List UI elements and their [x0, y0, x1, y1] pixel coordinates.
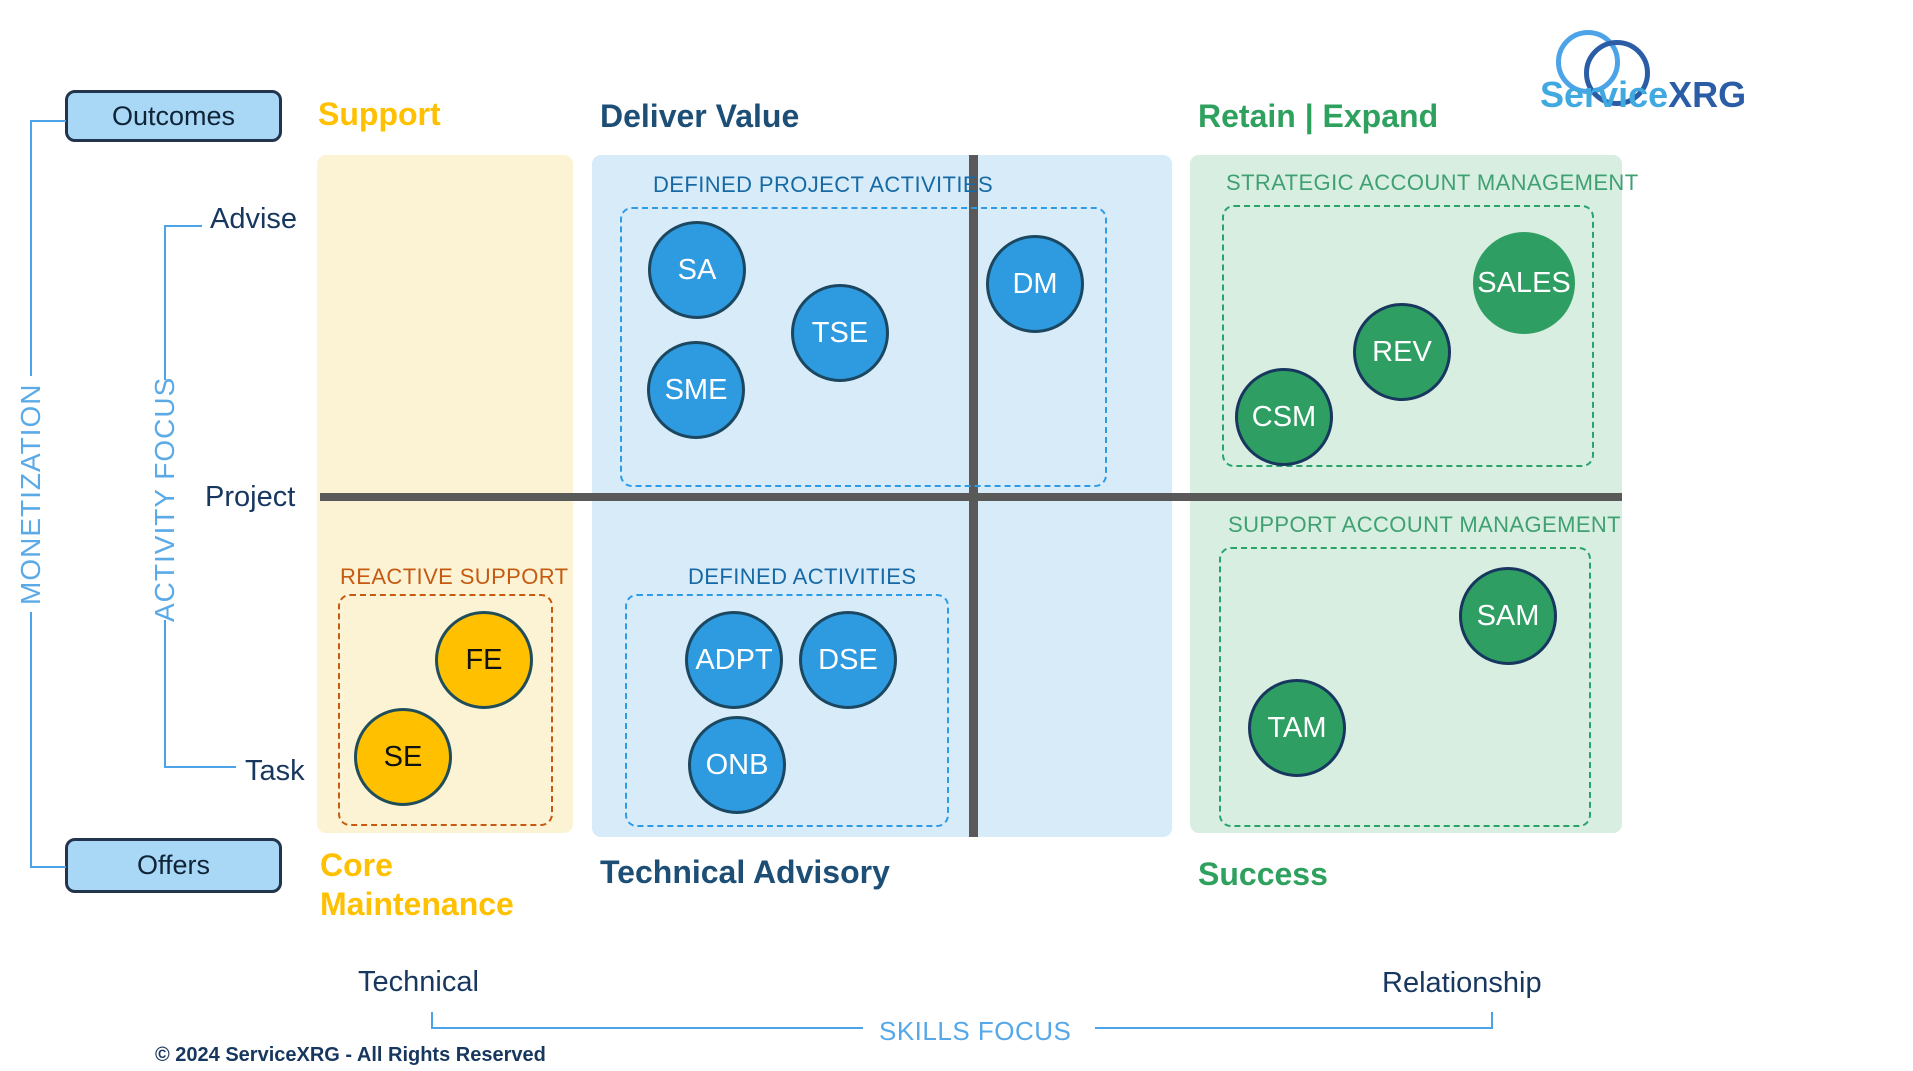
header-retain-expand: Retain | Expand — [1198, 98, 1439, 134]
footer-core-line1: Core — [320, 847, 393, 883]
axis-label-project: Project — [205, 481, 296, 513]
group-box-strategic-account-management — [1222, 205, 1594, 467]
logo-wordmark: ServiceXRG — [1540, 74, 1746, 116]
group-label-support-account-management: SUPPORT ACCOUNT MANAGEMENT — [1228, 512, 1622, 537]
group-box-defined-activities — [625, 594, 949, 827]
role-circle-rev: REV — [1353, 303, 1451, 401]
footer-core-line2: Maintenance — [320, 886, 514, 922]
skills-bracket-left-tick — [431, 1012, 433, 1029]
role-circle-fe: FE — [435, 611, 533, 709]
monetization-bracket-bottom-tick — [30, 866, 66, 868]
axis-label-relationship: Relationship — [1382, 967, 1542, 999]
group-box-reactive-support — [338, 594, 553, 826]
skills-focus-axis-label: SKILLS FOCUS — [879, 1016, 1072, 1046]
role-circle-sales: SALES — [1473, 232, 1575, 334]
group-box-support-account-management — [1219, 547, 1591, 827]
role-circle-sa: SA — [648, 221, 746, 319]
skills-bracket-right-tick — [1491, 1012, 1493, 1029]
role-circle-adpt: ADPT — [685, 611, 783, 709]
group-label-strategic-account-management: STRATEGIC ACCOUNT MANAGEMENT — [1226, 170, 1639, 195]
footer-success: Success — [1198, 856, 1328, 892]
role-circle-onb: ONB — [688, 716, 786, 814]
axis-label-task: Task — [245, 755, 305, 787]
offers-pill: Offers — [65, 838, 282, 893]
activity-bracket-task-tick — [164, 766, 236, 768]
matrix-vertical-divider — [969, 155, 978, 837]
header-deliver-value: Deliver Value — [600, 98, 800, 134]
monetization-bracket-lower — [30, 612, 32, 868]
skills-bracket-left-segment — [431, 1027, 863, 1029]
activity-bracket-advise-tick — [164, 225, 202, 227]
role-circle-dse: DSE — [799, 611, 897, 709]
role-circle-tam: TAM — [1248, 679, 1346, 777]
axis-label-advise: Advise — [210, 203, 298, 235]
logo-xrg-text: XRG — [1668, 74, 1747, 115]
role-circle-sme: SME — [647, 341, 745, 439]
role-circle-tse: TSE — [791, 284, 889, 382]
copyright-text: © 2024 ServiceXRG - All Rights Reserved — [155, 1044, 546, 1066]
logo-ring-dark-icon — [1584, 40, 1650, 106]
activity-bracket-lower — [164, 620, 166, 768]
group-box-defined-project-activities — [620, 207, 1107, 487]
role-circle-dm: DM — [986, 235, 1084, 333]
monetization-bracket-top-tick — [30, 120, 66, 122]
outcomes-pill: Outcomes — [65, 90, 282, 142]
monetization-bracket-upper — [30, 120, 32, 376]
group-label-reactive-support: REACTIVE SUPPORT — [340, 564, 569, 589]
group-label-defined-project-activities: DEFINED PROJECT ACTIVITIES — [653, 172, 994, 197]
footer-technical-advisory: Technical Advisory — [600, 854, 890, 890]
role-circle-csm: CSM — [1235, 368, 1333, 466]
axis-label-technical: Technical — [358, 966, 479, 998]
monetization-axis-label: MONETIZATION — [15, 383, 46, 605]
header-support: Support — [318, 96, 441, 132]
logo-service-text: Service — [1540, 74, 1669, 115]
group-label-defined-activities: DEFINED ACTIVITIES — [688, 564, 917, 589]
activity-bracket-upper — [164, 225, 166, 380]
footer-core-maintenance: Core Maintenance — [320, 846, 514, 924]
role-circle-sam: SAM — [1459, 567, 1557, 665]
skills-bracket-right-segment — [1095, 1027, 1493, 1029]
activity-focus-axis-label: ACTIVITY FOCUS — [149, 376, 180, 622]
role-circle-se: SE — [354, 708, 452, 806]
